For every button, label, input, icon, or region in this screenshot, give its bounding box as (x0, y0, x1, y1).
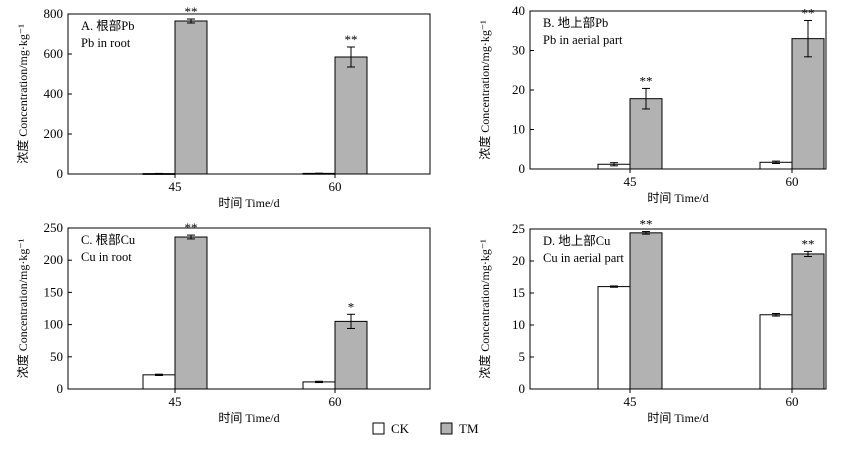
y-tick-label: 0 (57, 166, 64, 181)
y-tick-label: 50 (50, 349, 63, 364)
significance-mark: ** (802, 5, 815, 20)
panel-title: C. 根部Cu (81, 232, 136, 247)
bar-ck (759, 314, 793, 390)
significance-mark: ** (802, 236, 815, 251)
panel-subtitle: Cu in root (81, 250, 132, 264)
y-tick-label: 10 (512, 317, 525, 332)
y-tick-label: 250 (44, 220, 64, 235)
legend-swatch-tm (440, 422, 453, 435)
significance-mark: ** (640, 73, 653, 88)
y-axis-label: 浓度 Concentration/mg·kg⁻¹ (15, 238, 30, 378)
significance-mark: ** (640, 217, 653, 232)
y-tick-label: 400 (44, 86, 64, 101)
panel-d: 0 5 10 15 20 25 45 ** 60 ** D. 地上部Cu Cu in aerial p… (477, 217, 827, 425)
significance-mark: ** (345, 32, 358, 47)
bar-tm (791, 253, 825, 390)
bar-tm (629, 98, 663, 170)
panel-a: 0 200 400 600 800 45 ** 60 ** A. 根部Pb Pb in root 时间… (15, 4, 431, 210)
legend: CK TM (372, 421, 479, 436)
bar-ck (142, 374, 176, 390)
x-tick-label: 45 (624, 174, 637, 189)
y-tick-label: 0 (57, 381, 64, 396)
panel-subtitle: Pb in root (81, 36, 131, 50)
x-axis-label: 时间 Time/d (647, 411, 708, 425)
y-tick-label: 25 (512, 221, 525, 236)
y-tick-label: 30 (512, 43, 525, 58)
bar-tm (174, 20, 208, 175)
panel-title: D. 地上部Cu (543, 233, 611, 248)
y-tick-label: 0 (519, 381, 526, 396)
y-tick-label: 200 (44, 252, 64, 267)
x-axis-label: 时间 Time/d (218, 411, 279, 425)
plot-frame (67, 227, 431, 390)
significance-mark: ** (185, 4, 198, 19)
y-tick-label: 10 (512, 122, 525, 137)
bar-tm (334, 56, 368, 175)
panel-title: A. 根部Pb (81, 18, 134, 33)
y-tick-label: 200 (44, 126, 64, 141)
x-tick-label: 60 (786, 174, 799, 189)
panel-c: 0 50 100 150 200 250 45 ** 60 * C. 根部Cu Cu in root 时… (15, 220, 431, 425)
x-tick-label: 45 (169, 394, 182, 409)
bar-ck (597, 286, 631, 390)
plot-frame (529, 228, 827, 390)
significance-mark: ** (185, 220, 198, 235)
y-tick-label: 0 (519, 161, 526, 176)
bar-tm (791, 38, 825, 170)
y-tick-label: 15 (512, 285, 525, 300)
panel-title: B. 地上部Pb (543, 15, 608, 30)
x-tick-label: 60 (329, 394, 342, 409)
panel-b: 0 10 20 30 40 45 ** 60 ** B. 地上部Pb Pb in aerial pa… (477, 3, 827, 205)
legend-label-ck: CK (391, 421, 410, 436)
significance-mark: * (348, 299, 355, 314)
y-tick-label: 20 (512, 82, 525, 97)
y-tick-label: 5 (519, 349, 526, 364)
y-tick-label: 150 (44, 284, 64, 299)
y-tick-label: 100 (44, 317, 64, 332)
y-tick-label: 40 (512, 3, 525, 18)
x-tick-label: 60 (786, 394, 799, 409)
y-tick-label: 600 (44, 46, 64, 61)
panel-subtitle: Pb in aerial part (543, 33, 623, 47)
y-axis-label: 浓度 Concentration/mg·kg⁻¹ (477, 20, 492, 160)
x-tick-label: 45 (169, 179, 182, 194)
bar-tm (174, 236, 208, 390)
panel-subtitle: Cu in aerial part (543, 251, 624, 265)
y-tick-label: 20 (512, 253, 525, 268)
y-tick-label: 800 (44, 6, 64, 21)
y-axis-label: 浓度 Concentration/mg·kg⁻¹ (477, 239, 492, 379)
x-tick-label: 45 (624, 394, 637, 409)
legend-label-tm: TM (459, 421, 479, 436)
x-tick-label: 60 (329, 179, 342, 194)
bar-tm (334, 320, 368, 390)
x-axis-label: 时间 Time/d (218, 196, 279, 210)
y-axis-label: 浓度 Concentration/mg·kg⁻¹ (15, 24, 30, 164)
bar-tm (629, 232, 663, 390)
legend-swatch-ck (372, 422, 385, 435)
x-axis-label: 时间 Time/d (647, 191, 708, 205)
